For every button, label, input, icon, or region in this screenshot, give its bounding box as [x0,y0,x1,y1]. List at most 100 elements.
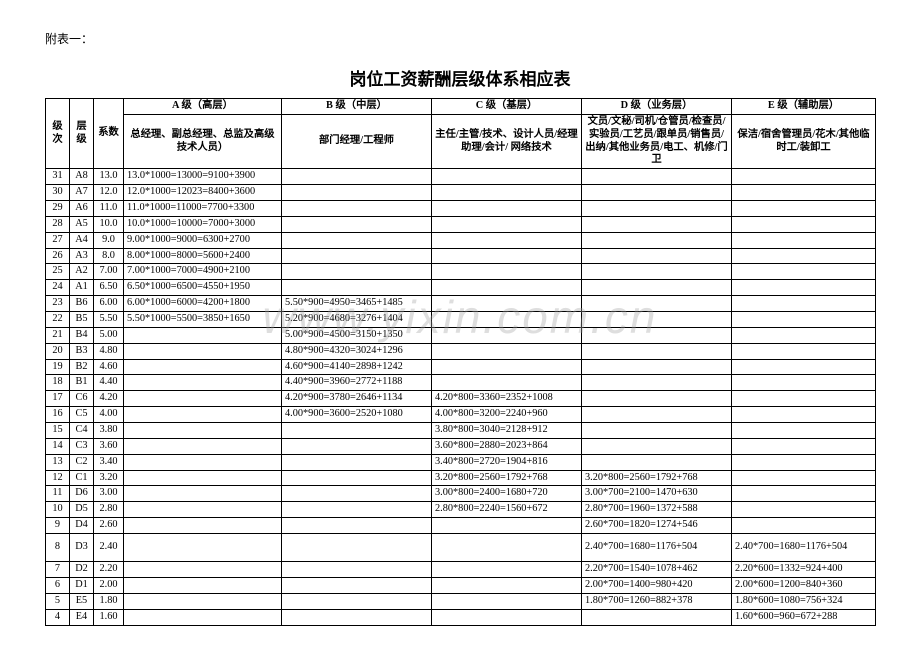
hdr-group-c-sub: 主任/主管/技术、设计人员/经理助理/会计/ 网络技术 [432,114,582,168]
cell-b [282,486,432,502]
cell-level: D3 [70,534,94,562]
cell-a [124,407,282,423]
cell-c [432,577,582,593]
cell-level: C2 [70,454,94,470]
cell-coef: 2.00 [94,577,124,593]
cell-d [582,407,732,423]
cell-c [432,201,582,217]
cell-e [732,375,876,391]
table-row: 12C13.203.20*800=2560=1792+7683.20*800=2… [46,470,876,486]
cell-d [582,201,732,217]
cell-a [124,577,282,593]
cell-e [732,169,876,185]
cell-d: 2.80*700=1960=1372+588 [582,502,732,518]
cell-level: C5 [70,407,94,423]
cell-coef: 4.80 [94,343,124,359]
table-row: 27A49.09.00*1000=9000=6300+2700 [46,232,876,248]
cell-coef: 10.0 [94,216,124,232]
cell-index: 15 [46,423,70,439]
cell-coef: 3.20 [94,470,124,486]
cell-e [732,296,876,312]
cell-level: B6 [70,296,94,312]
cell-c [432,312,582,328]
cell-b: 4.00*900=3600=2520+1080 [282,407,432,423]
cell-d [582,343,732,359]
table-row: 11D63.003.00*800=2400=1680+7203.00*700=2… [46,486,876,502]
cell-coef: 4.60 [94,359,124,375]
hdr-group-b-sub: 部门经理/工程师 [282,114,432,168]
cell-e [732,201,876,217]
cell-a: 11.0*1000=11000=7700+3300 [124,201,282,217]
cell-a [124,343,282,359]
page-title: 岗位工资薪酬层级体系相应表 [45,65,875,90]
cell-c: 2.80*800=2240=1560+672 [432,502,582,518]
cell-b [282,562,432,578]
table-row: 28A510.010.0*1000=10000=7000+3000 [46,216,876,232]
cell-index: 5 [46,593,70,609]
cell-index: 17 [46,391,70,407]
cell-e [732,312,876,328]
cell-a [124,375,282,391]
cell-coef: 1.60 [94,609,124,625]
cell-e [732,248,876,264]
hdr-group-c-top: C 级（基层） [432,99,582,115]
hdr-group-a-sub: 总经理、副总经理、总监及高级技术人员） [124,114,282,168]
cell-d [582,312,732,328]
cell-d [582,609,732,625]
cell-c [432,562,582,578]
cell-e [732,518,876,534]
cell-a [124,327,282,343]
table-row: 14C33.603.60*800=2880=2023+864 [46,438,876,454]
cell-c: 4.00*800=3200=2240+960 [432,407,582,423]
cell-index: 22 [46,312,70,328]
cell-index: 24 [46,280,70,296]
cell-b [282,280,432,296]
table-row: 24A16.506.50*1000=6500=4550+1950 [46,280,876,296]
cell-level: C4 [70,423,94,439]
cell-b [282,534,432,562]
cell-level: B4 [70,327,94,343]
cell-b [282,470,432,486]
cell-a: 13.0*1000=13000=9100+3900 [124,169,282,185]
cell-c [432,534,582,562]
cell-coef: 6.00 [94,296,124,312]
table-row: 21B45.005.00*900=4500=3150+1350 [46,327,876,343]
cell-level: A2 [70,264,94,280]
cell-c: 4.20*800=3360=2352+1008 [432,391,582,407]
cell-d: 2.60*700=1820=1274+546 [582,518,732,534]
cell-d: 3.20*800=2560=1792+768 [582,470,732,486]
cell-coef: 9.0 [94,232,124,248]
cell-level: B3 [70,343,94,359]
table-row: 22B55.505.50*1000=5500=3850+16505.20*900… [46,312,876,328]
cell-a [124,391,282,407]
cell-index: 8 [46,534,70,562]
table-row: 25A27.007.00*1000=7000=4900+2100 [46,264,876,280]
cell-index: 6 [46,577,70,593]
cell-c [432,264,582,280]
table-header: 级次 层级 系数 A 级（高层） B 级（中层） C 级（基层） D 级（业务层… [46,99,876,169]
cell-coef: 4.20 [94,391,124,407]
cell-a [124,486,282,502]
cell-b [282,518,432,534]
cell-coef: 3.60 [94,438,124,454]
cell-c [432,359,582,375]
cell-b [282,593,432,609]
attachment-prefix: 附表一： [45,30,875,47]
cell-index: 30 [46,185,70,201]
cell-d [582,327,732,343]
cell-c: 3.20*800=2560=1792+768 [432,470,582,486]
cell-level: C6 [70,391,94,407]
cell-e [732,327,876,343]
cell-b [282,423,432,439]
cell-e [732,438,876,454]
cell-d [582,169,732,185]
table-row: 18B14.404.40*900=3960=2772+1188 [46,375,876,391]
cell-index: 12 [46,470,70,486]
cell-a [124,502,282,518]
salary-table: 级次 层级 系数 A 级（高层） B 级（中层） C 级（基层） D 级（业务层… [45,98,876,626]
cell-index: 10 [46,502,70,518]
cell-b: 5.00*900=4500=3150+1350 [282,327,432,343]
cell-e [732,470,876,486]
hdr-group-a-top: A 级（高层） [124,99,282,115]
cell-b [282,438,432,454]
